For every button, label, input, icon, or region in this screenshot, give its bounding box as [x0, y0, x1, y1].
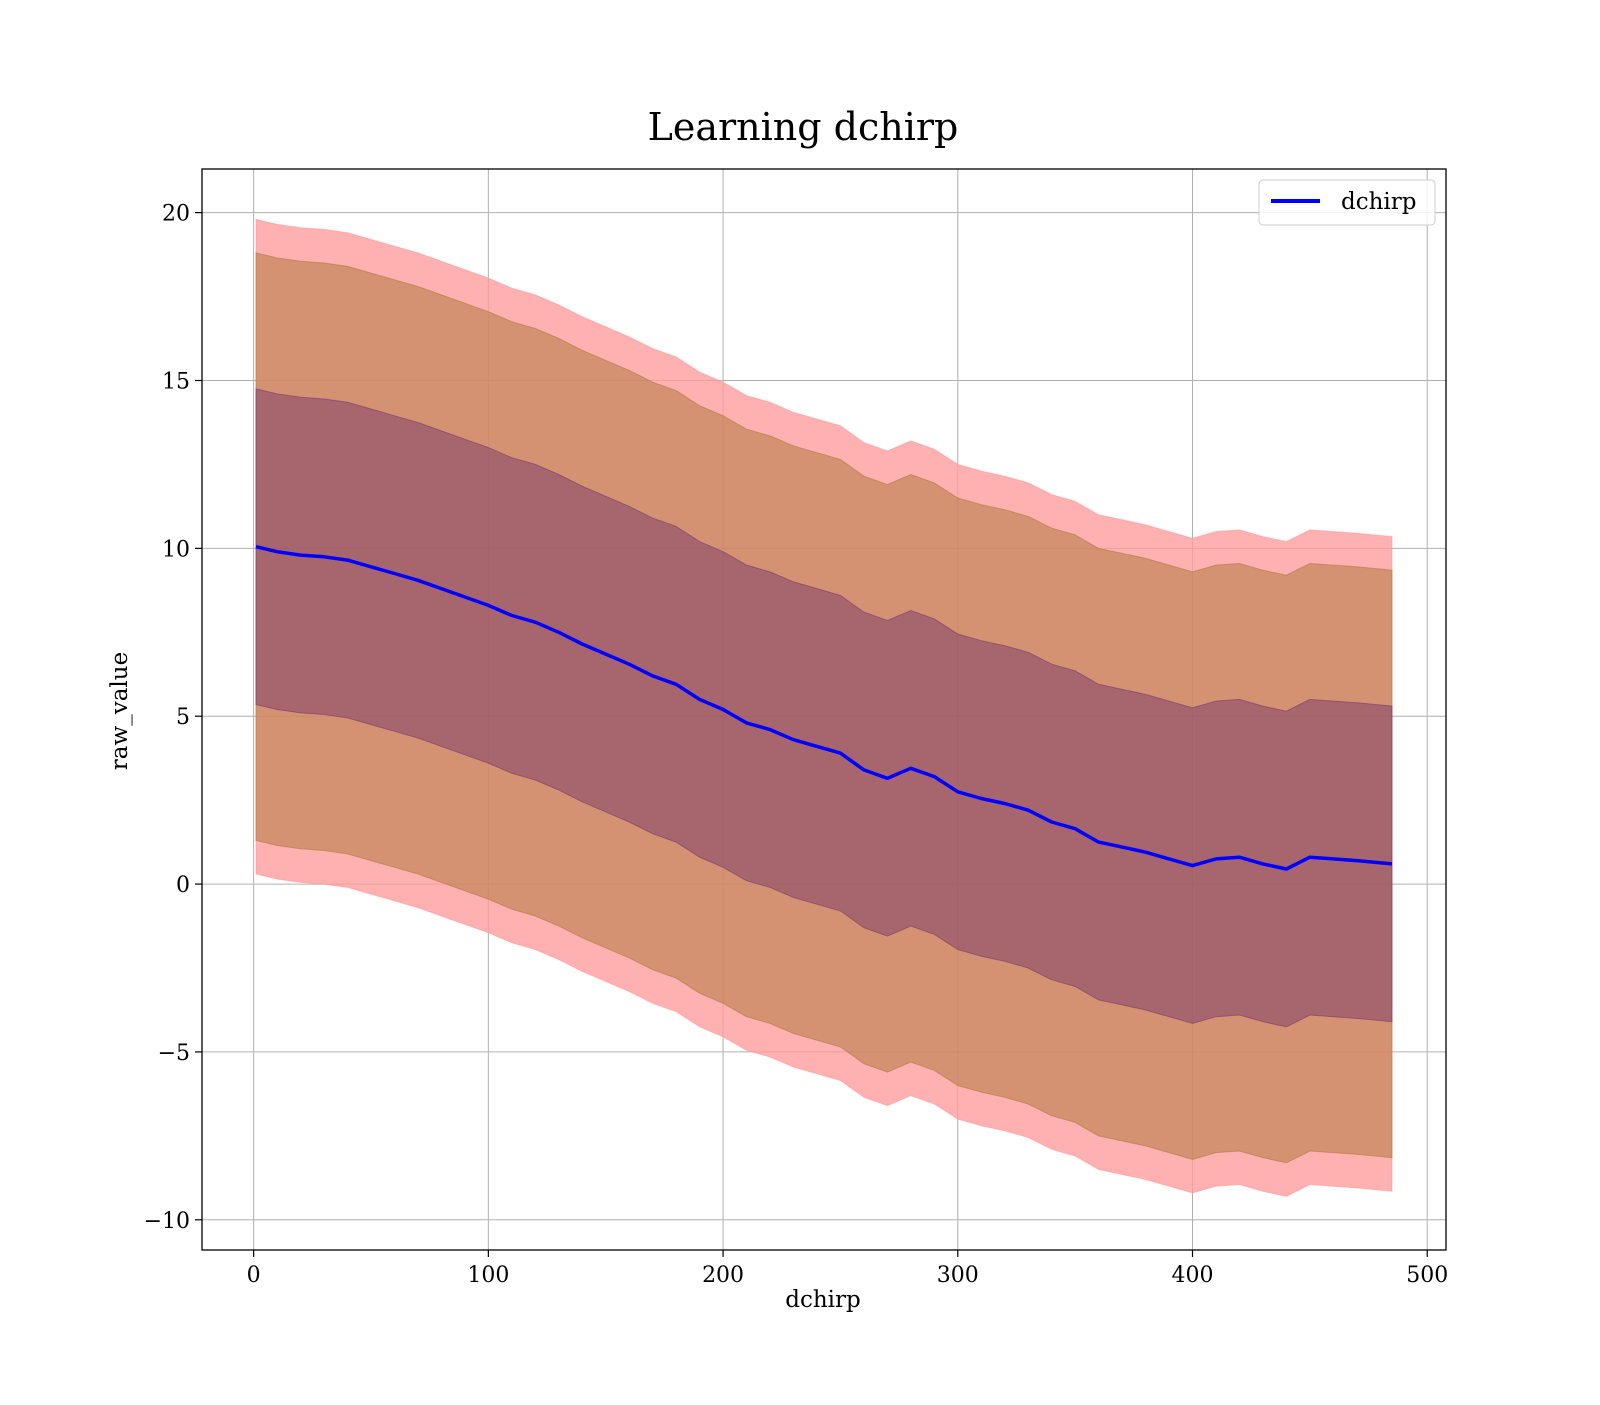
legend-label-dchirp: dchirp: [1341, 189, 1417, 215]
legend-box: [1258, 179, 1436, 226]
plot-frame: [201, 168, 1447, 1251]
y-tick-label: −5: [158, 1041, 190, 1066]
x-tick-label: 200: [702, 1263, 744, 1288]
axis-ticks: 0 100 200 300 400 500 −10 −5 0 5 10 15 20: [144, 202, 1449, 1288]
y-tick-label: 0: [176, 873, 190, 898]
series-line-dchirp: [255, 544, 1393, 871]
y-tick-label: 20: [162, 202, 190, 227]
x-tick-label: 300: [937, 1263, 979, 1288]
x-tick-label: 500: [1406, 1263, 1448, 1288]
x-tick-label: 100: [467, 1263, 509, 1288]
y-tick-label: 10: [162, 537, 190, 562]
band-inner: [255, 388, 1393, 1028]
y-tick-label: 15: [162, 370, 190, 395]
series-lines: [255, 544, 1393, 871]
x-tick-label: 400: [1172, 1263, 1214, 1288]
y-axis-label: raw_value: [107, 652, 133, 770]
confidence-bands: [255, 218, 1393, 1197]
y-tick-label: −10: [144, 1209, 190, 1234]
chart-title: Learning dchirp: [648, 105, 959, 149]
y-tick-label: 5: [176, 705, 190, 730]
legend: dchirp: [1258, 179, 1436, 226]
x-tick-label: 0: [247, 1263, 261, 1288]
x-axis-label: dchirp: [785, 1287, 861, 1313]
